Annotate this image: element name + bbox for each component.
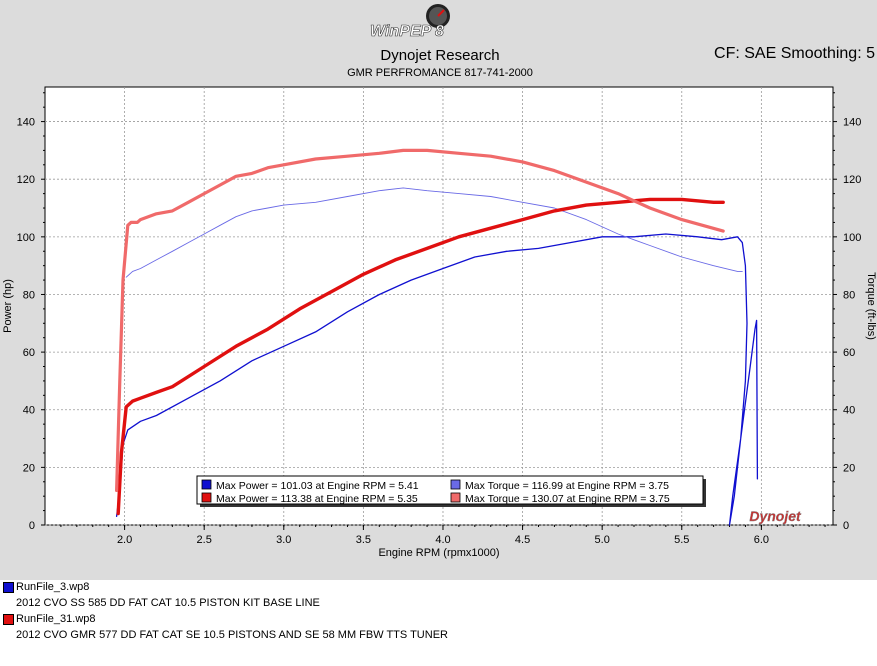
y-axis-label-right: Torque (ft-lbs) (865, 272, 877, 340)
chart-subtitle: GMR PERFROMANCE 817-741-2000 (347, 67, 533, 79)
y-tick-label-right: 80 (843, 289, 855, 301)
legend-label-2: Max Power = 113.38 at Engine RPM = 5.35 (216, 493, 418, 505)
series-line-2 (116, 197, 725, 516)
x-tick-label: 3.0 (276, 534, 291, 546)
series-line-1 (125, 187, 743, 278)
x-tick-label: 4.0 (435, 534, 450, 546)
legend-label-3: Max Torque = 130.07 at Engine RPM = 3.75 (465, 493, 670, 505)
legend-swatch-2 (201, 492, 212, 503)
y-tick-label-left: 80 (23, 289, 35, 301)
x-tick-label: 5.0 (595, 534, 610, 546)
run-description-1: 2012 CVO GMR 577 DD FAT CAT SE 10.5 PIST… (16, 629, 448, 641)
x-tick-label: 2.0 (117, 534, 132, 546)
y-tick-label-right: 100 (843, 232, 861, 244)
gauge-needle (437, 9, 445, 17)
correction-factor-label: CF: SAE Smoothing: 5 (714, 45, 875, 62)
plot-background (44, 86, 834, 526)
legend-swatch-3 (450, 492, 461, 503)
run-file-0: RunFile_3.wp8 (16, 581, 90, 593)
x-tick-label: 2.5 (197, 534, 212, 546)
y-tick-label-right: 20 (843, 462, 855, 474)
run-description-0: 2012 CVO SS 585 DD FAT CAT 10.5 PISTON K… (16, 597, 320, 609)
x-tick-label: 3.5 (356, 534, 371, 546)
x-tick-label: 5.5 (674, 534, 689, 546)
y-tick-label-right: 40 (843, 405, 855, 417)
x-tick-label: 4.5 (515, 534, 530, 546)
series-line-0 (115, 233, 759, 526)
legend-box (196, 475, 704, 505)
run-swatch-0 (3, 582, 14, 593)
y-tick-label-left: 120 (17, 174, 35, 186)
y-tick-label-right: 140 (843, 117, 861, 129)
chart-title: Dynojet Research (380, 47, 500, 64)
winpep-logo: WinPEP 8 (370, 4, 450, 40)
run-swatch-1 (3, 614, 14, 625)
x-tick-label: 6.0 (754, 534, 769, 546)
y-tick-label-left: 20 (23, 462, 35, 474)
y-tick-label-right: 120 (843, 174, 861, 186)
y-tick-label-left: 0 (29, 520, 35, 532)
legend-label-0: Max Power = 101.03 at Engine RPM = 5.41 (216, 480, 419, 492)
logo-text: WinPEP 8 (370, 23, 444, 40)
y-tick-label-left: 140 (17, 117, 35, 129)
legend-swatch-1 (450, 479, 461, 490)
y-axis-label-left: Power (hp) (2, 279, 14, 333)
y-tick-label-right: 0 (843, 520, 849, 532)
legend-label-1: Max Torque = 116.99 at Engine RPM = 3.75 (465, 480, 669, 492)
y-tick-label-left: 100 (17, 232, 35, 244)
y-tick-label-right: 60 (843, 347, 855, 359)
series-line-3 (114, 148, 725, 492)
dynojet-watermark: Dynojet (749, 508, 802, 524)
x-axis-label: Engine RPM (rpmx1000) (378, 547, 499, 559)
plot-area: 0 0 20 20 40 40 60 60 80 80 100 100 120 120 140 140 2.0 2… (2, 86, 877, 559)
y-tick-label-left: 60 (23, 347, 35, 359)
run-file-1: RunFile_31.wp8 (16, 613, 96, 625)
legend-swatch-0 (201, 479, 212, 490)
y-tick-label-left: 40 (23, 405, 35, 417)
dyno-chart: 0 0 20 20 40 40 60 60 80 80 100 100 120 120 140 140 2.0 2… (2, 86, 877, 559)
